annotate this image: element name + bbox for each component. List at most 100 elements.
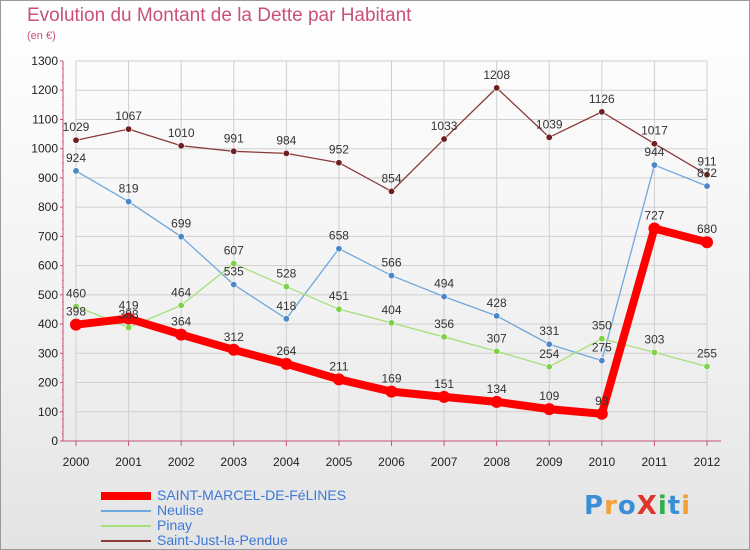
data-label: 819 xyxy=(119,182,139,196)
data-point xyxy=(701,236,713,249)
data-point xyxy=(335,305,343,313)
data-point xyxy=(703,182,711,190)
data-label: 699 xyxy=(171,217,191,231)
x-tick-label: 2011 xyxy=(642,455,668,469)
y-tick-label: 100 xyxy=(38,405,58,419)
data-label: 1208 xyxy=(483,68,510,82)
x-tick-label: 2001 xyxy=(115,455,142,469)
data-point xyxy=(125,125,133,133)
data-point xyxy=(230,281,238,289)
data-label: 944 xyxy=(644,145,664,159)
x-tick-label: 2009 xyxy=(536,455,563,469)
data-label: 494 xyxy=(434,277,454,291)
y-tick-label: 200 xyxy=(38,376,58,390)
data-label: 211 xyxy=(329,359,348,373)
data-label: 1067 xyxy=(115,109,142,123)
data-label: 93 xyxy=(595,394,609,408)
data-label: 991 xyxy=(224,131,244,145)
y-tick-label: 900 xyxy=(38,171,58,185)
data-label: 151 xyxy=(434,377,454,391)
y-tick-label: 500 xyxy=(38,288,58,302)
data-label: 356 xyxy=(434,317,454,331)
data-point xyxy=(227,343,240,356)
legend-swatch xyxy=(101,510,151,512)
data-label: 169 xyxy=(381,372,401,386)
data-point xyxy=(703,171,711,179)
data-point xyxy=(387,272,395,280)
data-label: 255 xyxy=(697,346,717,360)
data-label: 331 xyxy=(539,324,559,338)
data-label: 680 xyxy=(697,222,717,236)
data-point xyxy=(332,373,345,386)
data-point xyxy=(280,357,293,370)
data-label: 388 xyxy=(119,308,139,322)
series-markers xyxy=(70,84,713,420)
data-point xyxy=(177,301,185,309)
data-label: 364 xyxy=(171,315,191,329)
proxiti-logo: ProXiti xyxy=(584,491,691,521)
data-label: 911 xyxy=(697,155,716,169)
data-label: 303 xyxy=(644,332,664,346)
logo-letter: t xyxy=(667,491,682,521)
y-tick-label: 1200 xyxy=(31,83,58,97)
data-point xyxy=(545,363,553,371)
chart-title: Evolution du Montant de la Dette par Hab… xyxy=(27,5,412,26)
data-label: 924 xyxy=(66,151,86,165)
data-label: 398 xyxy=(66,305,86,319)
data-label: 418 xyxy=(276,299,296,313)
x-tick-label: 2005 xyxy=(326,455,353,469)
data-point xyxy=(282,149,290,157)
data-point xyxy=(122,312,135,325)
x-tick-label: 2008 xyxy=(483,455,510,469)
data-label: 1126 xyxy=(589,92,615,106)
data-label: 528 xyxy=(276,267,296,281)
data-label: 1033 xyxy=(431,119,458,133)
data-point xyxy=(125,198,133,206)
data-point xyxy=(177,233,185,241)
data-label: 535 xyxy=(224,265,244,279)
data-point xyxy=(387,319,395,327)
logo-letter: o xyxy=(617,491,637,521)
y-tick-label: 400 xyxy=(38,317,58,331)
y-tick-label: 0 xyxy=(51,434,58,448)
data-point xyxy=(650,140,658,148)
data-label: 460 xyxy=(66,287,86,301)
data-label: 984 xyxy=(276,133,296,147)
data-point xyxy=(72,136,80,144)
data-point xyxy=(703,362,711,370)
data-label: 312 xyxy=(224,330,244,344)
data-label: 275 xyxy=(592,341,612,355)
y-tick-label: 1300 xyxy=(31,54,58,68)
data-label: 109 xyxy=(539,389,559,403)
data-point xyxy=(440,135,448,143)
data-label: 1017 xyxy=(641,124,668,138)
data-label: 1039 xyxy=(536,117,563,131)
data-point xyxy=(438,390,451,403)
data-point xyxy=(650,161,658,169)
logo-letter: i xyxy=(657,491,668,521)
data-point xyxy=(595,407,608,420)
data-point xyxy=(648,222,661,235)
data-label: 854 xyxy=(381,171,401,185)
data-point xyxy=(440,293,448,301)
data-point xyxy=(282,315,290,323)
x-tick-label: 2012 xyxy=(694,455,721,469)
x-tick-label: 2004 xyxy=(273,455,300,469)
data-point xyxy=(335,159,343,167)
data-label: 254 xyxy=(539,347,559,361)
data-point xyxy=(335,245,343,253)
data-label: 404 xyxy=(381,303,401,317)
data-point xyxy=(598,335,606,343)
data-label: 566 xyxy=(381,256,401,270)
data-label: 1029 xyxy=(63,120,90,134)
logo-letter: X xyxy=(636,491,658,521)
data-label: 727 xyxy=(644,208,664,222)
y-tick-label: 800 xyxy=(38,200,58,214)
data-point xyxy=(598,357,606,365)
data-point xyxy=(490,395,503,408)
legend-swatch xyxy=(101,525,151,527)
data-label: 1010 xyxy=(168,126,195,140)
data-point xyxy=(125,324,133,332)
